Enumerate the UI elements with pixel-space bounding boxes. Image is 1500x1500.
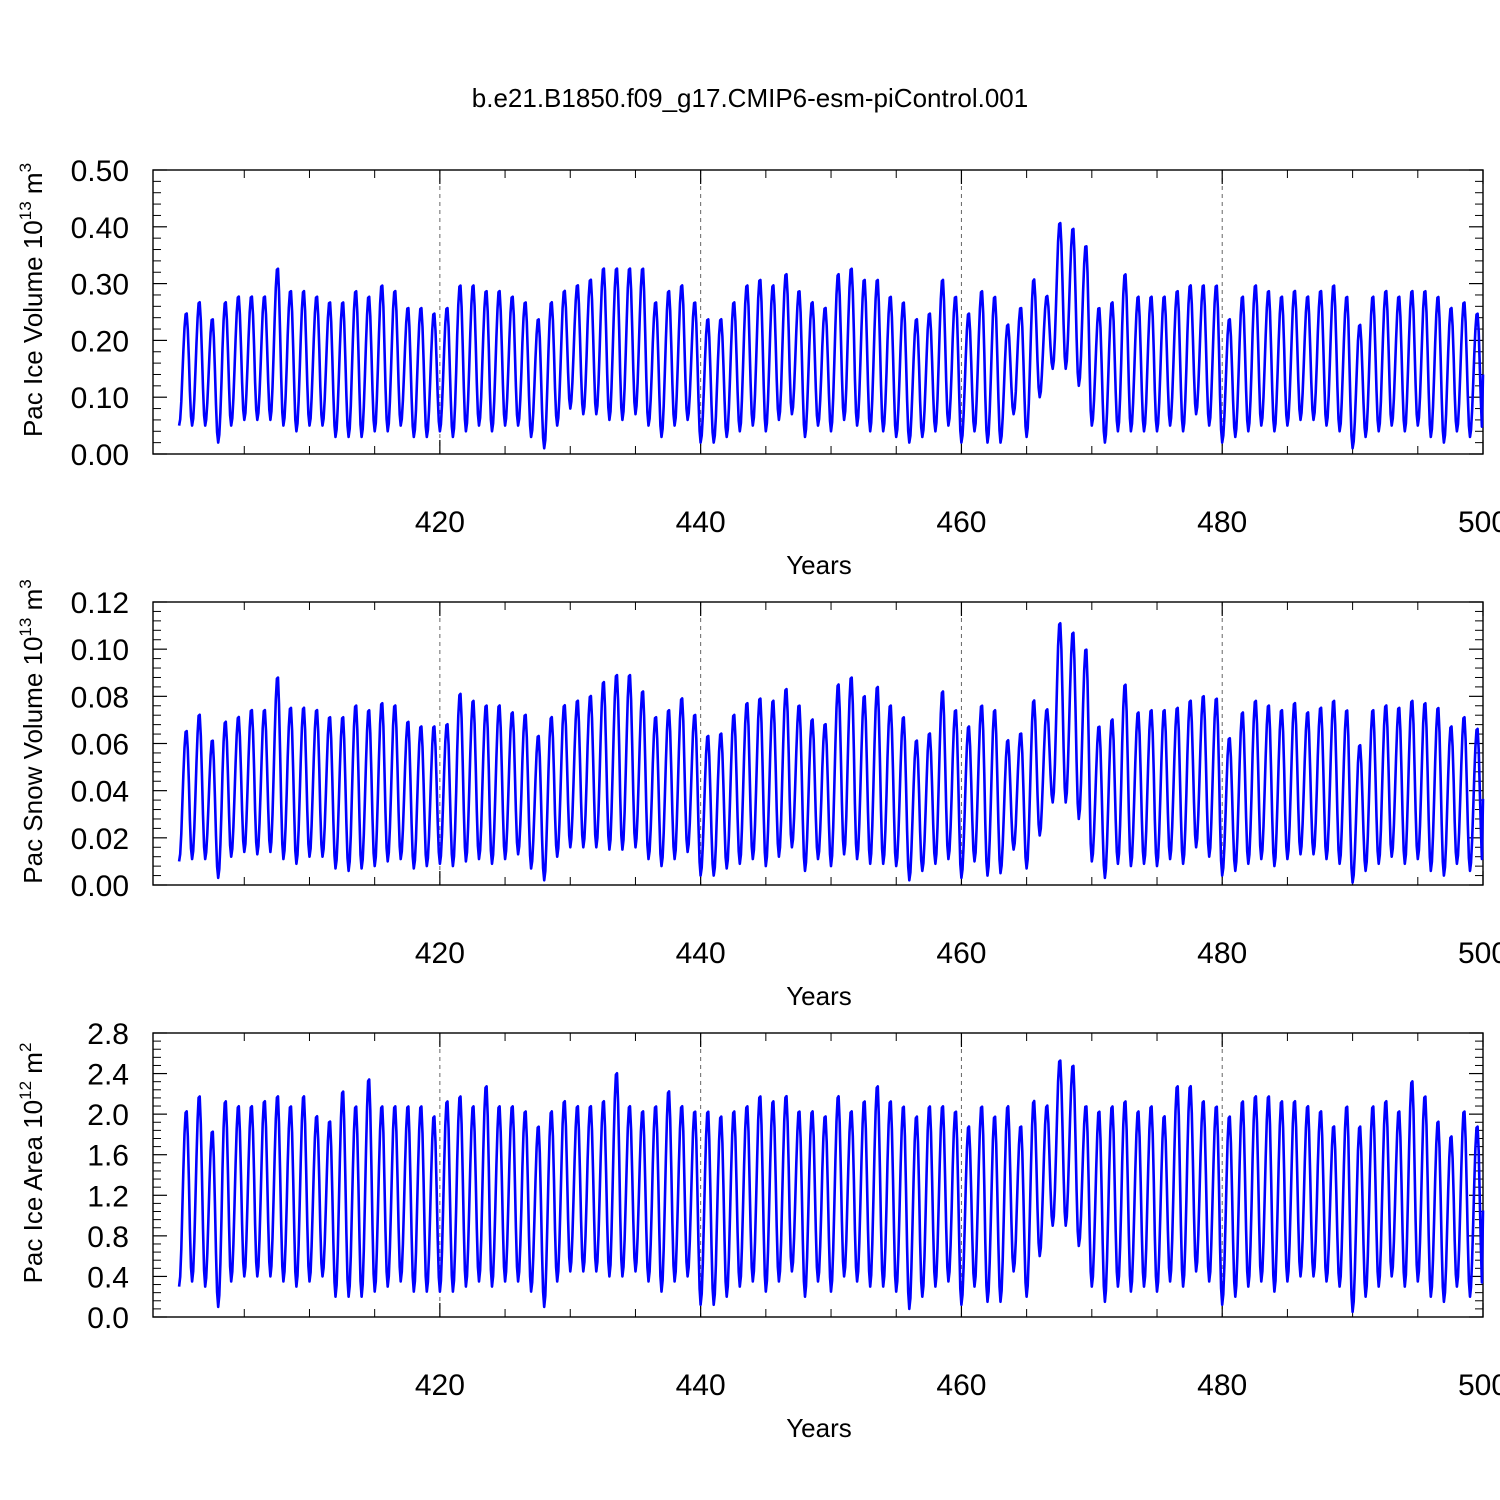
y-tick-label: 0.10 xyxy=(71,634,129,667)
x-tick-label: 500 xyxy=(1458,1369,1500,1402)
panel-3: 0.0 0.4 0.8 1.2 1.6 2.0 2.4 2.8 420 440 460 480 500 Y… xyxy=(16,1018,1500,1443)
x-tick-label: 420 xyxy=(415,506,465,539)
x-tick-label: 440 xyxy=(676,937,726,970)
x-axis-label: Years xyxy=(786,550,852,580)
x-tick-label: 460 xyxy=(936,937,986,970)
y-tick-label: 0.50 xyxy=(71,155,129,188)
x-tick-label: 460 xyxy=(936,1369,986,1402)
plot-frame xyxy=(152,601,1484,886)
figure-title: b.e21.B1850.f09_g17.CMIP6-esm-piControl.… xyxy=(472,83,1028,113)
panel-2: 0.00 0.02 0.04 0.06 0.08 0.10 0.12 420 440 460 480… xyxy=(16,579,1500,1011)
y-tick-label: 0.0 xyxy=(87,1302,129,1335)
x-tick-label: 420 xyxy=(415,1369,465,1402)
panels: 0.00 0.10 0.20 0.30 0.40 0.50 420 440 460 480 500 Y… xyxy=(16,155,1500,1443)
y-tick-label: 1.6 xyxy=(87,1140,129,1173)
x-tick-label: 440 xyxy=(676,1369,726,1402)
y-tick-label: 0.12 xyxy=(71,587,129,620)
x-tick-label: 460 xyxy=(936,506,986,539)
x-tick-label: 500 xyxy=(1458,506,1500,539)
plot-frame xyxy=(152,169,1484,455)
series-line xyxy=(177,622,1485,884)
y-tick-label: 2.0 xyxy=(87,1099,129,1132)
y-tick-label: 0.20 xyxy=(71,325,129,358)
x-tick-label: 480 xyxy=(1197,1369,1247,1402)
plot-frame xyxy=(152,1032,1484,1318)
y-axis-label: Pac Ice Area 1012 m2 xyxy=(16,1043,48,1284)
x-tick-label: 480 xyxy=(1197,506,1247,539)
x-axis-label: Years xyxy=(786,981,852,1011)
y-axis-label: Pac Snow Volume 1013 m3 xyxy=(16,579,48,883)
series-line xyxy=(177,1059,1485,1314)
y-tick-label: 2.8 xyxy=(87,1018,129,1051)
y-tick-label: 0.8 xyxy=(87,1221,129,1254)
y-tick-label: 2.4 xyxy=(87,1059,129,1092)
series-line xyxy=(177,221,1485,450)
y-tick-label: 0.40 xyxy=(71,212,129,245)
y-tick-label: 0.4 xyxy=(87,1261,129,1294)
y-tick-label: 0.08 xyxy=(71,681,129,714)
y-tick-label: 0.04 xyxy=(71,776,129,809)
x-tick-label: 440 xyxy=(676,506,726,539)
y-tick-label: 0.02 xyxy=(71,823,129,856)
y-axis-label: Pac Ice Volume 1013 m3 xyxy=(16,163,48,437)
y-tick-label: 0.00 xyxy=(71,870,129,903)
y-tick-label: 0.10 xyxy=(71,382,129,415)
x-axis-label: Years xyxy=(786,1413,852,1443)
y-tick-label: 0.30 xyxy=(71,269,129,302)
panel-1: 0.00 0.10 0.20 0.30 0.40 0.50 420 440 460 480 500 Y… xyxy=(16,155,1500,580)
y-tick-label: 0.00 xyxy=(71,439,129,472)
y-tick-label: 1.2 xyxy=(87,1180,129,1213)
x-tick-label: 480 xyxy=(1197,937,1247,970)
y-tick-label: 0.06 xyxy=(71,729,129,762)
x-tick-label: 420 xyxy=(415,937,465,970)
x-tick-label: 500 xyxy=(1458,937,1500,970)
